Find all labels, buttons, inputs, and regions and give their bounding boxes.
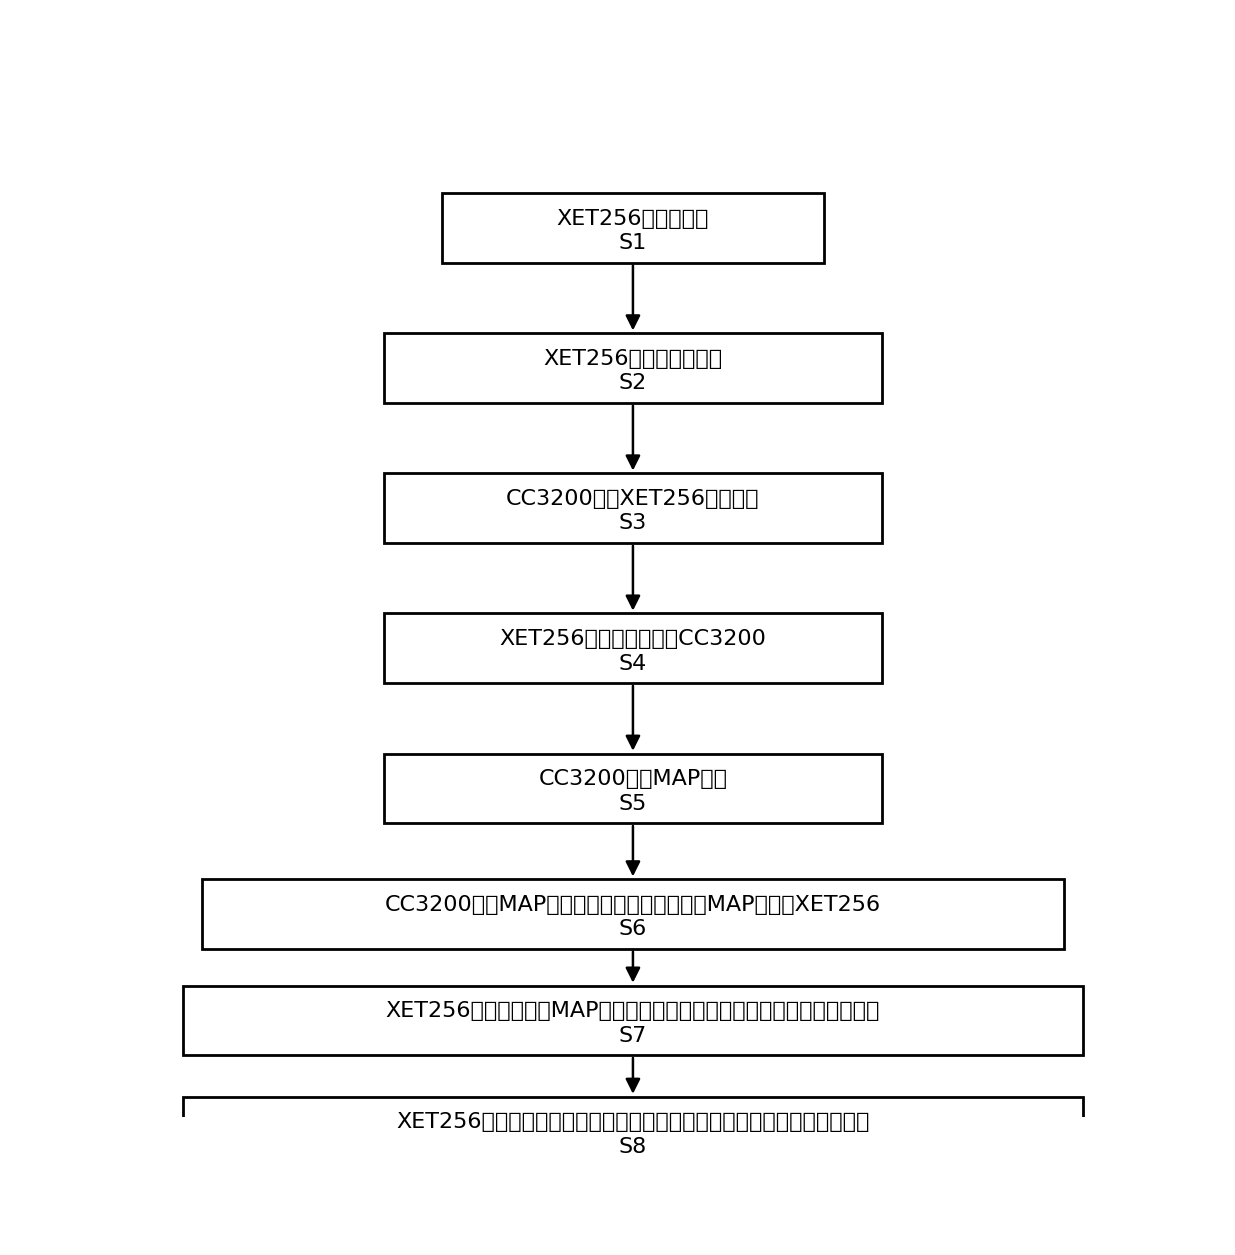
Text: S3: S3 [619, 513, 647, 533]
Text: S5: S5 [619, 793, 647, 813]
Bar [183, 985, 1083, 1055]
Text: XET256信号采集与处理: XET256信号采集与处理 [543, 349, 722, 369]
Bar [384, 614, 882, 683]
Text: CC3200优化MAP参数: CC3200优化MAP参数 [538, 769, 727, 789]
Text: S4: S4 [619, 654, 647, 674]
Text: XET256将目标转矩发送给电机控制器，将最大放电电流发送给电池控制器: XET256将目标转矩发送给电机控制器，将最大放电电流发送给电池控制器 [396, 1112, 869, 1132]
Text: CC3200查询XET256工况参数: CC3200查询XET256工况参数 [506, 489, 760, 510]
Bar [384, 473, 882, 543]
Text: CC3200通过MAP参数标定命令返回优化后的MAP参数给XET256: CC3200通过MAP参数标定命令返回优化后的MAP参数给XET256 [385, 895, 881, 915]
Text: S1: S1 [619, 233, 647, 254]
Text: S2: S2 [619, 373, 647, 393]
Text: S6: S6 [619, 920, 647, 939]
Bar [203, 880, 1063, 949]
Bar [384, 334, 882, 403]
Text: XET256根据优化后的MAP参数计算目标转矩和最大放电电流两个控制参数: XET256根据优化后的MAP参数计算目标转矩和最大放电电流两个控制参数 [385, 1001, 881, 1022]
Text: S7: S7 [619, 1025, 647, 1045]
Text: S8: S8 [619, 1137, 647, 1157]
Bar [442, 193, 825, 262]
Bar [183, 1097, 1083, 1166]
Text: XET256发送工况参数给CC3200: XET256发送工况参数给CC3200 [499, 629, 767, 649]
Bar [384, 753, 882, 823]
Text: XET256上电初始化: XET256上电初始化 [557, 208, 709, 228]
